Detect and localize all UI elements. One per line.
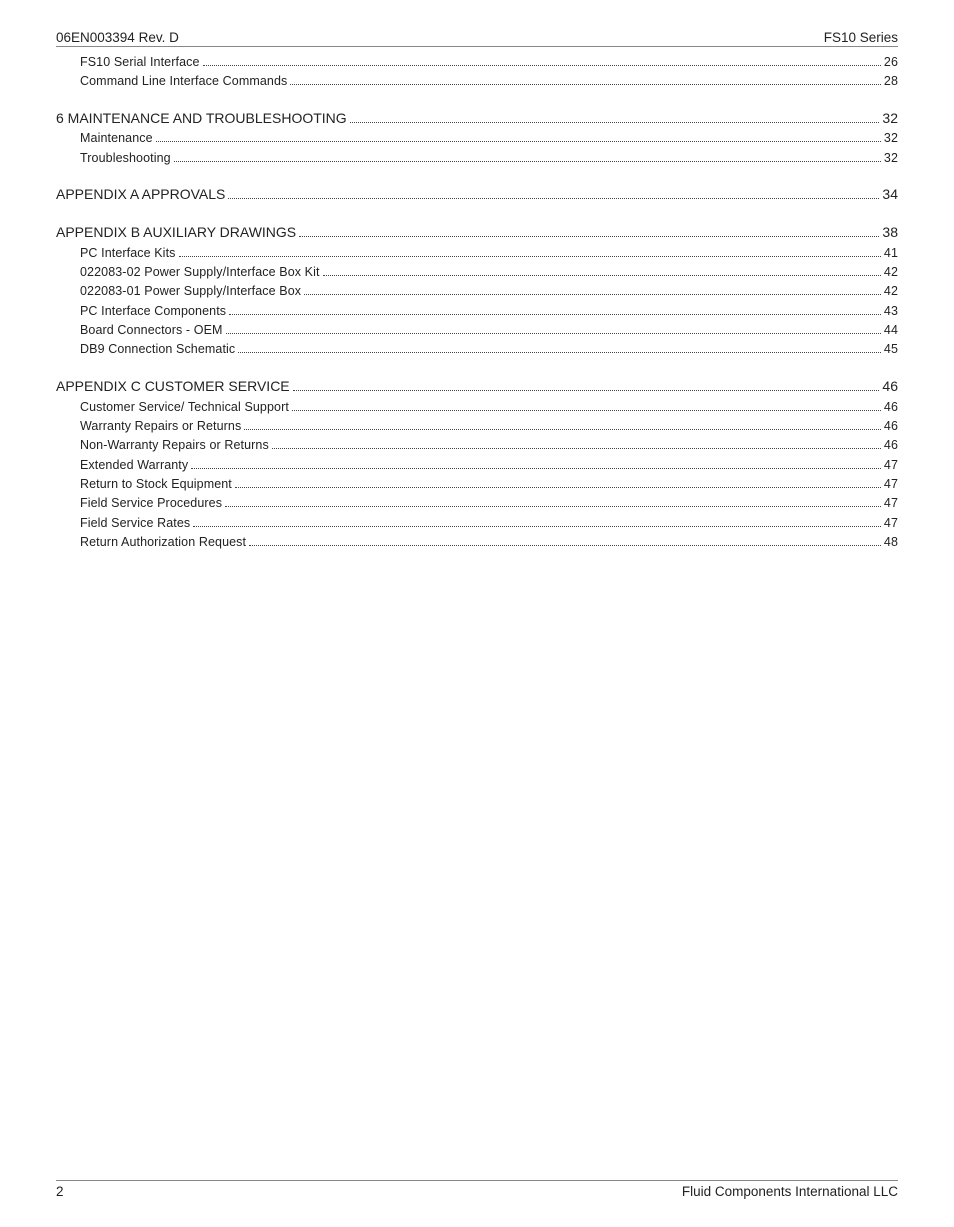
toc-title: Extended Warranty (80, 456, 188, 475)
toc-page-number: 42 (884, 282, 898, 301)
toc-line: 022083-01 Power Supply/Interface Box 42 (56, 282, 898, 301)
toc-leader-dots (225, 499, 881, 508)
toc-title: APPENDIX C CUSTOMER SERVICE (56, 376, 290, 398)
toc-leader-dots (193, 518, 881, 527)
toc-title: Return Authorization Request (80, 533, 246, 552)
toc-title: Return to Stock Equipment (80, 475, 232, 494)
toc-leader-dots (203, 58, 881, 67)
toc-line: Command Line Interface Commands 28 (56, 72, 898, 91)
toc-leader-dots (299, 227, 879, 236)
toc-line: Board Connectors - OEM 44 (56, 321, 898, 340)
toc-leader-dots (174, 153, 881, 162)
toc-page-number: 42 (884, 263, 898, 282)
toc-page-number: 38 (882, 222, 898, 244)
toc-line: PC Interface Components 43 (56, 302, 898, 321)
toc-line: Maintenance 32 (56, 129, 898, 148)
toc-leader-dots (179, 248, 881, 257)
toc-title: Board Connectors - OEM (80, 321, 223, 340)
toc-page-number: 47 (884, 494, 898, 513)
toc-line: APPENDIX C CUSTOMER SERVICE 46 (56, 376, 898, 398)
toc-page-number: 47 (884, 514, 898, 533)
toc-title: APPENDIX A APPROVALS (56, 184, 225, 206)
toc-page-number: 41 (884, 244, 898, 263)
table-of-contents: FS10 Serial Interface26Command Line Inte… (56, 53, 898, 553)
toc-page-number: 44 (884, 321, 898, 340)
toc-leader-dots (323, 267, 881, 276)
toc-page-number: 32 (884, 149, 898, 168)
toc-leader-dots (304, 287, 881, 296)
page-container: 06EN003394 Rev. D FS10 Series FS10 Seria… (0, 0, 954, 1227)
toc-title: Troubleshooting (80, 149, 171, 168)
toc-leader-dots (350, 113, 880, 122)
toc-page-number: 47 (884, 475, 898, 494)
toc-leader-dots (244, 421, 881, 430)
toc-line: FS10 Serial Interface 26 (56, 53, 898, 72)
toc-title: Command Line Interface Commands (80, 72, 287, 91)
page-footer: 2 Fluid Components International LLC (56, 1180, 898, 1199)
toc-title: 022083-02 Power Supply/Interface Box Kit (80, 263, 320, 282)
toc-line: Field Service Rates 47 (56, 514, 898, 533)
toc-line: Field Service Procedures 47 (56, 494, 898, 513)
toc-page-number: 46 (884, 398, 898, 417)
toc-leader-dots (290, 77, 881, 86)
toc-title: FS10 Serial Interface (80, 53, 200, 72)
header-right: FS10 Series (824, 30, 898, 45)
toc-leader-dots (226, 326, 881, 335)
toc-page-number: 46 (884, 436, 898, 455)
toc-line: Troubleshooting 32 (56, 149, 898, 168)
toc-leader-dots (249, 538, 881, 547)
toc-line: 022083-02 Power Supply/Interface Box Kit… (56, 263, 898, 282)
toc-page-number: 32 (882, 108, 898, 130)
toc-leader-dots (228, 190, 879, 199)
toc-title: PC Interface Kits (80, 244, 176, 263)
toc-title: Customer Service/ Technical Support (80, 398, 289, 417)
toc-line: Non-Warranty Repairs or Returns 46 (56, 436, 898, 455)
toc-line: 6 MAINTENANCE AND TROUBLESHOOTING 32 (56, 108, 898, 130)
toc-page-number: 34 (882, 184, 898, 206)
header-left: 06EN003394 Rev. D (56, 30, 179, 45)
toc-title: PC Interface Components (80, 302, 226, 321)
toc-line: APPENDIX A APPROVALS 34 (56, 184, 898, 206)
toc-title: DB9 Connection Schematic (80, 340, 235, 359)
toc-page-number: 43 (884, 302, 898, 321)
toc-page-number: 46 (884, 417, 898, 436)
toc-leader-dots (191, 460, 881, 469)
toc-title: Warranty Repairs or Returns (80, 417, 241, 436)
toc-leader-dots (235, 480, 881, 489)
page-header: 06EN003394 Rev. D FS10 Series (56, 30, 898, 47)
toc-line: Customer Service/ Technical Support 46 (56, 398, 898, 417)
toc-leader-dots (229, 306, 881, 315)
toc-page-number: 28 (884, 72, 898, 91)
footer-page-number: 2 (56, 1184, 64, 1199)
toc-page-number: 32 (884, 129, 898, 148)
toc-line: Warranty Repairs or Returns 46 (56, 417, 898, 436)
toc-line: PC Interface Kits 41 (56, 244, 898, 263)
toc-leader-dots (238, 345, 881, 354)
toc-line: Return Authorization Request 48 (56, 533, 898, 552)
footer-company: Fluid Components International LLC (682, 1184, 898, 1199)
toc-page-number: 26 (884, 53, 898, 72)
toc-leader-dots (156, 134, 881, 143)
toc-line: Return to Stock Equipment 47 (56, 475, 898, 494)
toc-title: 6 MAINTENANCE AND TROUBLESHOOTING (56, 108, 347, 130)
toc-title: Field Service Rates (80, 514, 190, 533)
toc-leader-dots (293, 381, 880, 390)
toc-title: APPENDIX B AUXILIARY DRAWINGS (56, 222, 296, 244)
toc-line: DB9 Connection Schematic 45 (56, 340, 898, 359)
toc-title: Field Service Procedures (80, 494, 222, 513)
toc-line: APPENDIX B AUXILIARY DRAWINGS 38 (56, 222, 898, 244)
toc-line: Extended Warranty 47 (56, 456, 898, 475)
toc-page-number: 45 (884, 340, 898, 359)
toc-title: 022083-01 Power Supply/Interface Box (80, 282, 301, 301)
toc-page-number: 48 (884, 533, 898, 552)
toc-page-number: 47 (884, 456, 898, 475)
toc-title: Maintenance (80, 129, 153, 148)
toc-page-number: 46 (882, 376, 898, 398)
toc-leader-dots (292, 402, 881, 411)
toc-title: Non-Warranty Repairs or Returns (80, 436, 269, 455)
toc-leader-dots (272, 441, 881, 450)
